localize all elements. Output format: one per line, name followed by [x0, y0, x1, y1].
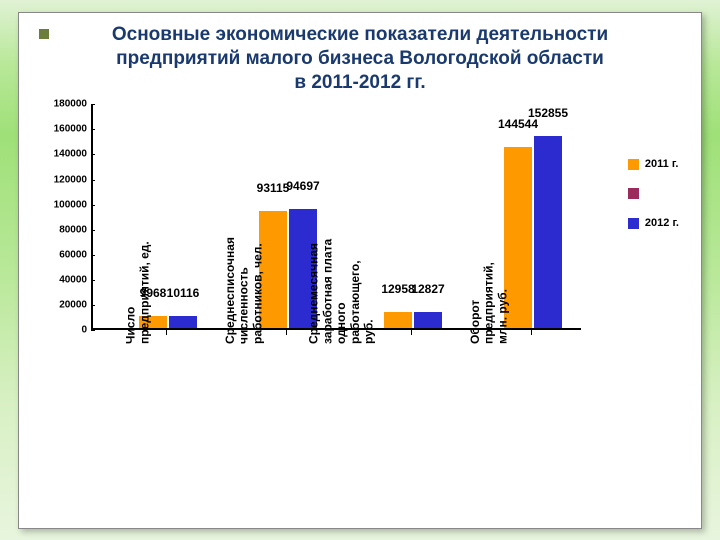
legend-swatch — [628, 218, 639, 229]
bar-2012 — [414, 312, 442, 328]
y-tick-mark — [91, 230, 95, 231]
title-line-3: в 2011-2012 гг. — [294, 72, 425, 93]
y-tick-mark — [91, 255, 95, 256]
legend-swatch — [628, 188, 639, 199]
y-tick-label: 20000 — [59, 300, 87, 311]
y-tick-mark — [91, 180, 95, 181]
title-bullet — [39, 29, 49, 39]
bar-2011 — [384, 312, 412, 328]
x-tick-mark — [531, 330, 532, 335]
category-label: Число предприятий, ед. — [125, 242, 153, 345]
y-tick-mark — [91, 154, 95, 155]
category-label: Среднемесячная заработная плата одного р… — [308, 239, 377, 344]
y-tick-label: 100000 — [54, 199, 87, 210]
y-tick-mark — [91, 305, 95, 306]
slide-title: Основные экономические показатели деятел… — [35, 23, 685, 94]
y-tick-mark — [91, 280, 95, 281]
bar-value-label: 152855 — [528, 106, 568, 120]
legend-label: 2012 г. — [645, 217, 679, 229]
slide-card: Основные экономические показатели деятел… — [18, 12, 702, 529]
category-label: Оборот предприятий, млн. руб. — [469, 262, 510, 344]
x-tick-mark — [286, 330, 287, 335]
bar-2012 — [534, 136, 562, 328]
category-label: Среднесписочная численность работников, … — [224, 237, 265, 344]
y-tick-mark — [91, 104, 95, 105]
bar-2012 — [169, 316, 197, 329]
y-tick-label: 60000 — [59, 249, 87, 260]
bar-value-label: 12827 — [411, 282, 444, 296]
y-tick-mark — [91, 330, 95, 331]
title-line-1: Основные экономические показатели деятел… — [112, 24, 608, 45]
legend-label: 2011 г. — [645, 158, 678, 170]
bar-value-label: 12958 — [381, 282, 414, 296]
chart-area: 0 20000 40000 60000 80000 100000 120000 140000 1… — [35, 100, 685, 520]
y-axis: 0200004000060000800001000001200001400001… — [35, 100, 91, 330]
y-tick-label: 0 — [81, 325, 87, 336]
bar-value-label: 94697 — [286, 179, 319, 193]
legend-swatch — [628, 159, 639, 170]
x-tick-mark — [166, 330, 167, 335]
y-tick-label: 120000 — [54, 174, 87, 185]
y-tick-label: 180000 — [54, 99, 87, 110]
legend-item — [628, 188, 679, 199]
legend-item: 2012 г. — [628, 217, 679, 229]
y-tick-mark — [91, 129, 95, 130]
y-tick-mark — [91, 205, 95, 206]
x-tick-mark — [411, 330, 412, 335]
title-line-2: предприятий малого бизнеса Вологодской о… — [116, 48, 604, 69]
y-tick-label: 140000 — [54, 149, 87, 160]
bar-value-label: 93115 — [257, 181, 290, 195]
legend: 2011 г. 2012 г. — [628, 158, 679, 247]
y-tick-label: 80000 — [59, 224, 87, 235]
y-tick-label: 160000 — [54, 124, 87, 135]
y-tick-label: 40000 — [59, 275, 87, 286]
bar-value-label: 10116 — [167, 286, 200, 300]
legend-item: 2011 г. — [628, 158, 679, 170]
